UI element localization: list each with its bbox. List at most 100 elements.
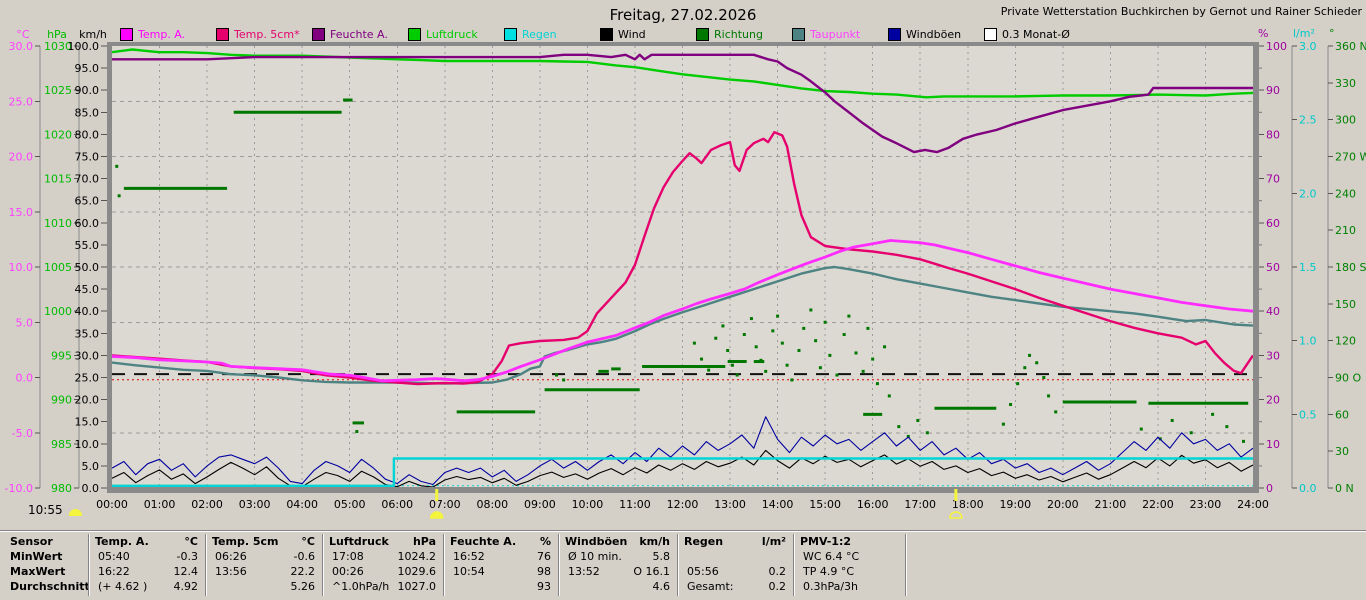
table-row-label-durchschnitt: Durchschnitt xyxy=(10,580,90,593)
axis-tick-label: 11:00 xyxy=(619,498,651,511)
axis-tick-label: 5.0 xyxy=(16,316,34,329)
axis-tick-label: 10.0 xyxy=(9,261,34,274)
table-cell-time xyxy=(565,580,568,593)
moon-time: 10:55 xyxy=(28,503,63,517)
axis-tick-label: 01:00 xyxy=(144,498,176,511)
moon-time-note: 10:55 xyxy=(28,503,82,517)
axis-tick-label: 15.0 xyxy=(9,206,34,219)
table-panel-unit: % xyxy=(539,535,551,548)
axis-tick-label: 15.0 xyxy=(75,416,100,429)
axis-tick-label: 15:00 xyxy=(809,498,841,511)
legend-item-richtung: Richtung xyxy=(696,28,763,41)
axis-tick-label: 30 xyxy=(1335,445,1349,458)
table-cell-time xyxy=(450,580,453,593)
table-divider xyxy=(88,534,90,596)
series-windb-en xyxy=(111,416,1254,486)
table-row-luftdruck-maxwert: 00:26 1029.6 xyxy=(329,565,436,578)
table-row-pmv-1-2-minwert: WC 6.4 °C xyxy=(800,550,898,563)
axis-l-m: 3.0 2.5 2.0 1.5 1.0 0.5 0.0 l/m² xyxy=(1291,27,1317,495)
axis-tick-label: 13:00 xyxy=(714,498,746,511)
table-panel-title: Temp. A. xyxy=(95,535,149,548)
table-panel-header-regen: Regen l/m² xyxy=(684,535,786,548)
table-panel-header-pmv-1-2: PMV-1:2 xyxy=(800,535,898,548)
axis-tick-label: 85.0 xyxy=(75,106,100,119)
table-panel-header-windb-en: Windböen km/h xyxy=(565,535,670,548)
legend-label: Windböen xyxy=(906,28,962,41)
axis-tick-label: 09:00 xyxy=(524,498,556,511)
gridlines xyxy=(112,46,1253,488)
table-cell-value: 12.4 xyxy=(173,565,199,578)
legend-swatch-0-3-monat xyxy=(984,28,997,41)
table-panel-unit: l/m² xyxy=(761,535,786,548)
axis-tick-label: 330 xyxy=(1335,77,1356,90)
table-cell-time: WC 6.4 °C xyxy=(803,550,860,563)
axis-tick-label: 06:00 xyxy=(381,498,413,511)
axis-tick-label: 210 xyxy=(1335,224,1356,237)
table-cell-time: 0.3hPa/3h xyxy=(803,580,859,593)
series-temp-a xyxy=(111,239,1254,383)
table-panel-unit: km/h xyxy=(639,535,670,548)
axis-tick-label: 1000 xyxy=(44,305,72,318)
axis-tick-label: 30 xyxy=(1266,349,1280,362)
axis-tick-label: 1010 xyxy=(44,217,72,230)
axis-c: 30.0 25.0 20.0 15.0 10.0 5.0 0.0 -5.0 -10.0 °C xyxy=(5,28,41,495)
series-regen xyxy=(112,457,1253,487)
legend-swatch-richtung xyxy=(696,28,709,41)
table-panel-header-feuchte-a: Feuchte A.% xyxy=(450,535,551,548)
table-cell-time: (+ 4.62 ) xyxy=(98,580,148,593)
table-cell-value: 98 xyxy=(537,565,551,578)
legend-swatch-wind xyxy=(600,28,613,41)
table-cell-value: 1027.0 xyxy=(397,580,437,593)
axis-unit-label: km/h xyxy=(79,28,107,41)
legend-item-wind: Wind xyxy=(600,28,646,41)
legend-label: Richtung xyxy=(714,28,763,41)
legend-label: Wind xyxy=(618,28,646,41)
axis-tick-label: 1015 xyxy=(44,173,72,186)
axis-tick-label: 995 xyxy=(51,349,72,362)
table-cell-value: O 16.1 xyxy=(633,565,670,578)
table-panel-title: Luftdruck xyxy=(329,535,389,548)
table-panel-header-luftdruck: Luftdruck hPa xyxy=(329,535,436,548)
legend-item-temp-a: Temp. A. xyxy=(120,28,185,41)
axis-tick-label: 80.0 xyxy=(75,128,100,141)
axis-tick-label: 14:00 xyxy=(762,498,794,511)
table-cell-time xyxy=(212,580,215,593)
axis-tick-label: -5.0 xyxy=(12,427,33,440)
axis-tick-label: 25.0 xyxy=(9,95,34,108)
table-row-temp-a-durchschnitt: (+ 4.62 ) 4.92 xyxy=(95,580,198,593)
axis-tick-label: 20.0 xyxy=(9,151,34,164)
axis-tick-label: 5.0 xyxy=(82,460,100,473)
table-panel-title: Windböen xyxy=(565,535,628,548)
axis-tick-label: 40 xyxy=(1266,305,1280,318)
axis-tick-label: 80 xyxy=(1266,128,1280,141)
table-cell-value: -0.6 xyxy=(293,550,315,563)
table-row-feuchte-a-maxwert: 10:54 98 xyxy=(450,565,551,578)
axis-tick-label: 1005 xyxy=(44,261,72,274)
legend-item-feuchte-a: Feuchte A. xyxy=(312,28,388,41)
axis-tick-label: 00:00 xyxy=(96,498,128,511)
table-row-pmv-1-2-durchschnitt: 0.3hPa/3h xyxy=(800,580,898,593)
axis-tick-label: 22:00 xyxy=(1142,498,1174,511)
axis-tick-label: 02:00 xyxy=(191,498,223,511)
table-row-luftdruck-minwert: 17:08 1024.2 xyxy=(329,550,436,563)
table-cell-time: 13:56 xyxy=(215,565,247,578)
axis-hpa: 1030 1025 1020 1015 1010 1005 1000 995 990 985 980… xyxy=(44,28,80,495)
table-divider xyxy=(205,534,207,596)
table-row-temp-a-maxwert: 16:22 12.4 xyxy=(95,565,198,578)
axis-tick-label: 19:00 xyxy=(999,498,1031,511)
table-row-windb-en-maxwert: 13:52 O 16.1 xyxy=(565,565,670,578)
legend-label: Taupunkt xyxy=(810,28,861,41)
axis-tick-label: 16:00 xyxy=(857,498,889,511)
axis-tick-label: 05:00 xyxy=(334,498,366,511)
axis-tick-label: 100.0 xyxy=(68,40,100,53)
legend-item-0-3-monat: 0.3 Monat-Ø xyxy=(984,28,1070,41)
table-cell-time: 00:26 xyxy=(332,565,364,578)
axis-tick-label: 45.0 xyxy=(75,283,100,296)
table-cell-time: 13:52 xyxy=(568,565,600,578)
axis-tick-label: 07:00 xyxy=(429,498,461,511)
table-cell-value: 1029.6 xyxy=(397,565,437,578)
axis-tick-label: 12:00 xyxy=(667,498,699,511)
axis-tick-label: 03:00 xyxy=(239,498,271,511)
table-cell-time: 16:52 xyxy=(453,550,485,563)
table-panel-title: PMV-1:2 xyxy=(800,535,851,548)
